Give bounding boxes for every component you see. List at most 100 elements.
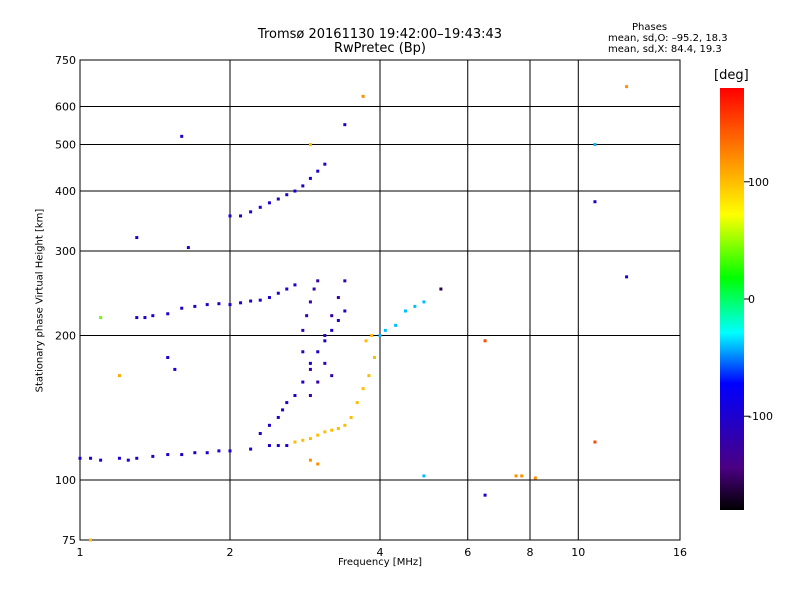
data-point	[383, 328, 387, 332]
x-tick-label: 16	[673, 546, 687, 559]
data-point	[301, 350, 305, 354]
data-point	[143, 316, 147, 320]
data-point	[276, 197, 280, 201]
data-point	[285, 193, 289, 197]
data-point	[293, 440, 297, 444]
data-point	[267, 423, 271, 427]
data-point	[439, 287, 443, 291]
data-point	[336, 296, 340, 300]
data-point	[593, 143, 597, 147]
data-point	[301, 184, 305, 188]
data-point	[343, 123, 347, 127]
data-point	[330, 374, 334, 378]
data-point	[308, 458, 312, 462]
data-point	[117, 456, 121, 460]
data-point	[249, 447, 253, 451]
data-point	[316, 433, 320, 437]
data-point	[343, 279, 347, 283]
stats-o-mode: mean, sd,O: –95.2, 18.3	[608, 33, 728, 44]
data-point	[323, 361, 327, 365]
data-point	[276, 415, 280, 419]
data-point	[308, 394, 312, 398]
x-axis-label: Frequency [MHz]	[337, 557, 423, 568]
data-point	[422, 300, 426, 304]
x-tick-labels: 1 2 4 6 8 10 16	[77, 546, 688, 559]
data-point	[520, 474, 524, 478]
data-point	[316, 169, 320, 173]
data-point	[258, 432, 262, 436]
colorbar-ticks: -100 0 100	[744, 176, 773, 423]
data-point	[625, 85, 629, 89]
data-point	[301, 380, 305, 384]
data-point	[343, 423, 347, 427]
data-point	[267, 296, 271, 300]
x-tick-label: 10	[571, 546, 585, 559]
data-point	[301, 328, 305, 332]
data-point	[308, 367, 312, 371]
data-point	[305, 314, 309, 318]
grid	[80, 60, 680, 540]
data-point	[151, 314, 155, 318]
data-point	[323, 334, 327, 338]
data-point	[361, 387, 365, 391]
y-tick-label: 200	[55, 330, 76, 343]
data-point	[228, 449, 232, 453]
data-point	[361, 94, 365, 98]
data-point	[239, 301, 243, 305]
data-point	[533, 476, 537, 480]
y-tick-label: 300	[55, 245, 76, 258]
data-point	[330, 428, 334, 432]
data-point	[89, 538, 93, 542]
data-point	[267, 201, 271, 205]
data-point	[186, 246, 190, 250]
y-tick-label: 750	[55, 54, 76, 67]
data-point	[293, 189, 297, 193]
data-point	[394, 323, 398, 327]
data-point	[349, 415, 353, 419]
data-point	[228, 303, 232, 307]
data-point	[281, 408, 285, 412]
data-point	[78, 456, 82, 460]
x-tick-label: 2	[227, 546, 234, 559]
data-point	[99, 316, 103, 320]
data-point	[323, 430, 327, 434]
stats-heading: Phases	[632, 22, 668, 33]
data-point	[285, 287, 289, 291]
data-point	[593, 200, 597, 204]
y-axis-label: Stationary phase Virtual Height [km]	[34, 208, 46, 393]
data-point	[483, 339, 487, 343]
data-point	[249, 299, 253, 303]
data-point	[285, 401, 289, 405]
data-point	[367, 374, 371, 378]
data-point	[364, 339, 368, 343]
data-point	[308, 300, 312, 304]
y-tick-labels: 75 100 200 300 400 500 600 750	[55, 54, 76, 547]
data-point	[239, 214, 243, 218]
data-point	[514, 474, 518, 478]
data-point	[330, 328, 334, 332]
x-tick-label: 4	[377, 546, 384, 559]
colorbar-tick-label: -100	[748, 410, 773, 423]
data-point	[166, 312, 170, 316]
data-point	[312, 287, 316, 291]
data-point	[205, 303, 209, 307]
data-point	[593, 440, 597, 444]
data-point	[135, 456, 139, 460]
data-point	[316, 462, 320, 466]
data-point	[166, 453, 170, 457]
data-point	[258, 298, 262, 302]
data-point	[285, 444, 289, 448]
data-point	[301, 438, 305, 442]
data-point	[483, 493, 487, 497]
data-point	[355, 401, 359, 405]
colorbar-tick-label: 100	[748, 176, 769, 189]
data-point	[316, 380, 320, 384]
data-point	[276, 444, 280, 448]
data-points	[78, 85, 629, 542]
data-point	[308, 176, 312, 180]
chart-subtitle: RwPretec (Bp)	[333, 41, 427, 56]
data-point	[193, 304, 197, 308]
data-point	[180, 306, 184, 310]
data-point	[330, 314, 334, 318]
y-tick-label: 75	[62, 534, 76, 547]
